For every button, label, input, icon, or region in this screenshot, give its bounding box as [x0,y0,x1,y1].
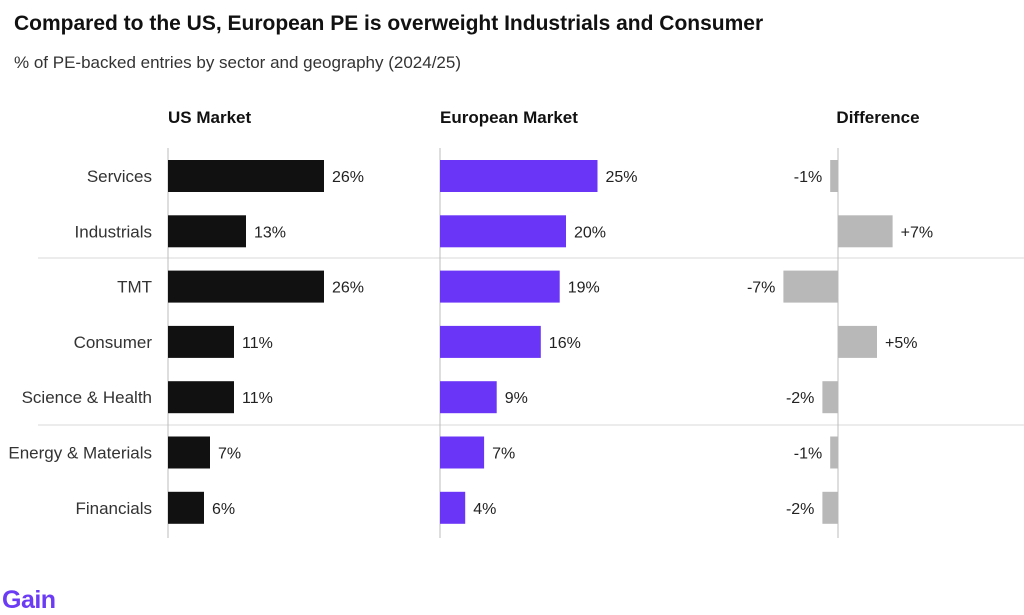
us-market-panel: 26% 13% 26% 11% 11% 7% 6% [167,148,364,538]
chart-title: Compared to the US, European PE is overw… [14,12,764,35]
category-labels: Services Industrials TMT Consumer Science & … [8,167,152,518]
difference-bar-services [830,160,838,192]
us-bar-energy-and-materials [168,436,210,469]
difference-value-label-consumer: +5% [885,335,917,352]
difference-value-label-tmt: -7% [747,280,775,297]
difference-bar-energy-and-materials [830,436,838,469]
europe-value-label-services: 25% [606,169,638,186]
europe-bar-services [440,160,598,192]
us-bar-consumer [168,325,234,358]
europe-value-label-science-and-health: 9% [505,390,528,407]
europe-bar-science-and-health [440,381,497,414]
european-market-panel: 25% 20% 19% 16% 9% 7% 4% [439,148,638,538]
category-label-consumer: Consumer [74,333,153,352]
difference-value-label-energy-and-materials: -1% [794,446,822,463]
category-label-tmt: TMT [117,278,152,297]
difference-bar-financials [822,491,838,524]
difference-bar-tmt [783,270,838,303]
europe-bar-consumer [440,325,541,358]
difference-panel: -1% +7% -7% +5% -2% -1% -2% [747,148,933,538]
us-bar-tmt [168,270,324,303]
us-value-label-industrials: 13% [254,224,286,241]
gain-logo: Gain [2,586,56,614]
difference-bar-science-and-health [822,381,838,414]
europe-bar-energy-and-materials [440,436,485,469]
category-label-science-and-health: Science & Health [22,388,152,407]
difference-value-label-services: -1% [794,169,822,186]
us-value-label-services: 26% [332,169,364,186]
us-value-label-consumer: 11% [242,335,273,352]
us-bar-industrials [168,215,246,248]
europe-value-label-industrials: 20% [574,224,606,241]
us-value-label-financials: 6% [212,501,235,518]
category-label-energy-and-materials: Energy & Materials [8,444,152,463]
difference-value-label-industrials: +7% [901,224,933,241]
difference-bar-industrials [838,215,893,248]
category-label-services: Services [87,167,152,186]
europe-value-label-consumer: 16% [549,335,581,352]
difference-bar-consumer [838,325,877,358]
europe-bar-tmt [440,270,560,303]
us-bar-science-and-health [168,381,234,414]
us-value-label-energy-and-materials: 7% [218,446,241,463]
us-bar-financials [168,491,204,524]
category-label-financials: Financials [75,499,152,518]
europe-value-label-energy-and-materials: 7% [492,446,515,463]
europe-bar-industrials [440,215,566,248]
us-value-label-tmt: 26% [332,280,364,297]
europe-bar-financials [440,491,466,524]
panel-header-us: US Market [168,108,251,127]
difference-value-label-science-and-health: -2% [786,390,814,407]
category-label-industrials: Industrials [75,222,152,241]
us-value-label-science-and-health: 11% [242,390,273,407]
difference-value-label-financials: -2% [786,501,814,518]
europe-value-label-tmt: 19% [568,280,600,297]
panel-header-difference: Difference [836,108,919,127]
panel-headers: US Market European Market Difference [168,108,920,127]
chart-subtitle: % of PE-backed entries by sector and geo… [14,53,461,72]
group-separators [38,257,1024,426]
panel-header-europe: European Market [440,108,578,127]
europe-value-label-financials: 4% [473,501,496,518]
us-bar-services [168,160,324,192]
